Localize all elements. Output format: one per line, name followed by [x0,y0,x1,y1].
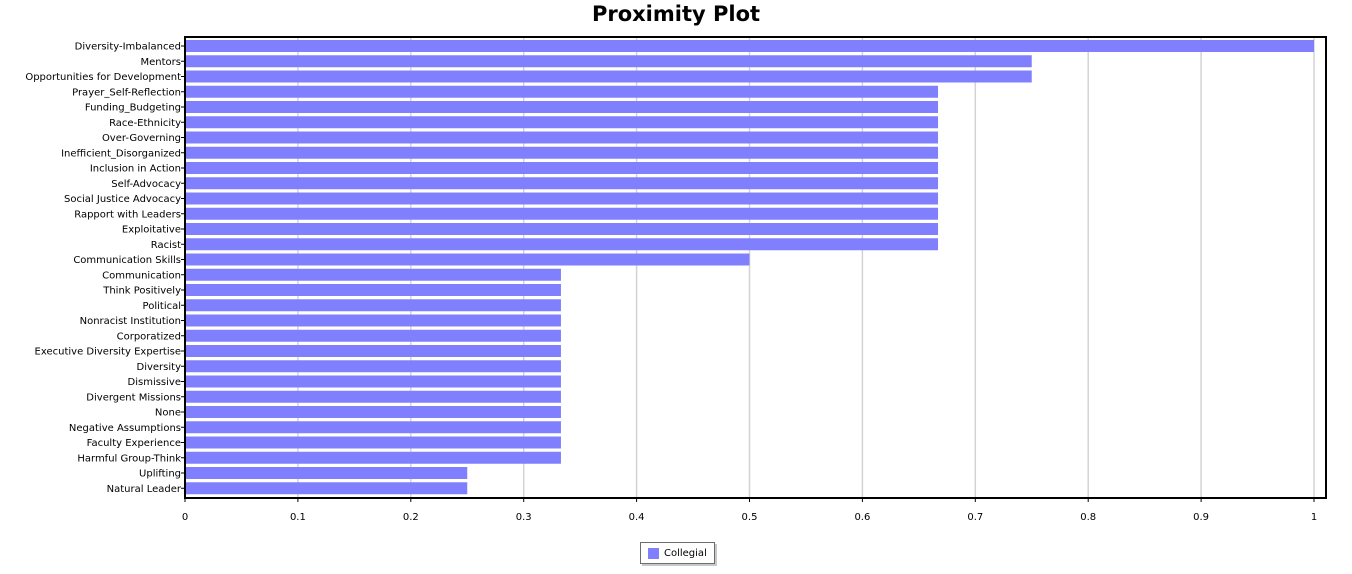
bar [186,55,1032,68]
x-tick-label: 1 [1311,512,1317,523]
y-tick-label: None [155,408,181,419]
bar [186,329,561,342]
bar [186,223,939,235]
y-tick-label: Mentors [141,57,181,68]
y-tick-label: Inefficient_Disorganized [61,148,181,159]
y-tick-label: Racist [151,240,181,251]
y-tick-label: Divergent Missions [86,392,181,403]
y-tick-label: Think Positively [102,286,181,297]
bar [186,314,561,327]
bar [186,375,561,388]
bar [186,436,561,449]
y-tick-label: Political [143,301,181,312]
bar [186,299,561,312]
y-tick-label: Executive Diversity Expertise [35,347,181,358]
y-tick-label: Opportunities for Development [25,72,181,83]
legend: Collegial [640,542,715,564]
x-tick-label: 0 [182,512,188,523]
x-tick-label: 0.6 [854,512,870,523]
y-tick-label: Negative Assumptions [69,423,181,434]
y-tick-label: Communication Skills [73,255,181,266]
x-tick-label: 0.8 [1080,512,1096,523]
x-tick-label: 0.4 [629,512,645,523]
y-tick-label: Faculty Experience [87,438,181,449]
y-tick-label: Race-Ethnicity [109,118,181,129]
plot-area-frame [184,36,1327,499]
bar [186,207,939,220]
y-tick-labels: Diversity-Imbalanced Mentors Opportunities… [25,42,185,495]
bar [186,467,468,479]
bar [186,268,561,281]
x-tick-label: 0.3 [516,512,532,523]
bar [186,162,939,174]
bar [186,177,939,190]
y-tick-label: Harmful Group-Think [77,453,181,464]
y-tick-label: Uplifting [139,469,181,480]
bar [186,70,1032,83]
bar [186,192,939,205]
y-tick-label: Social Justice Advocacy [64,194,181,205]
bar [186,131,939,144]
chart-title: Proximity Plot [591,2,761,26]
x-tick-label: 0.9 [1193,512,1209,523]
bar [186,116,939,129]
bar [186,238,939,251]
bar [186,421,561,434]
y-tick-label: Dismissive [128,377,181,388]
bar [186,482,468,495]
y-tick-label: Rapport with Leaders [74,209,181,220]
y-tick-label: Funding_Budgeting [85,103,181,114]
y-tick-label: Diversity [137,362,182,373]
bar [186,253,750,266]
y-tick-label: Exploitative [122,225,181,236]
bars [186,40,1314,495]
x-tick-label: 0.2 [403,512,419,523]
x-tick-label: 0.1 [290,512,306,523]
legend-swatch [648,547,659,559]
y-tick-label: Over-Governing [102,133,181,144]
bar [186,451,561,464]
bar [186,390,561,403]
x-tick-labels: 0 0.1 0.2 0.3 0.4 0.5 0.6 0.7 0.8 0.9 1 [182,498,1317,523]
x-tick-label: 0.7 [967,512,983,523]
y-tick-label: Inclusion in Action [90,164,181,175]
legend-label: Collegial [664,547,707,559]
bar [186,85,939,98]
bar [186,345,561,357]
y-tick-label: Diversity-Imbalanced [75,42,181,53]
bar [186,101,939,113]
y-tick-label: Natural Leader [107,484,182,495]
bar [186,360,561,373]
y-tick-label: Communication [102,270,181,281]
bar [186,406,561,418]
bar [186,40,1314,52]
y-tick-label: Corporatized [117,331,181,342]
y-tick-label: Prayer_Self-Reflection [72,87,181,98]
bar [186,284,561,296]
y-tick-label: Nonracist Institution [80,316,181,327]
y-tick-label: Self-Advocacy [111,179,181,190]
grid-lines [297,37,1315,498]
bar [186,146,939,159]
x-tick-label: 0.5 [742,512,758,523]
